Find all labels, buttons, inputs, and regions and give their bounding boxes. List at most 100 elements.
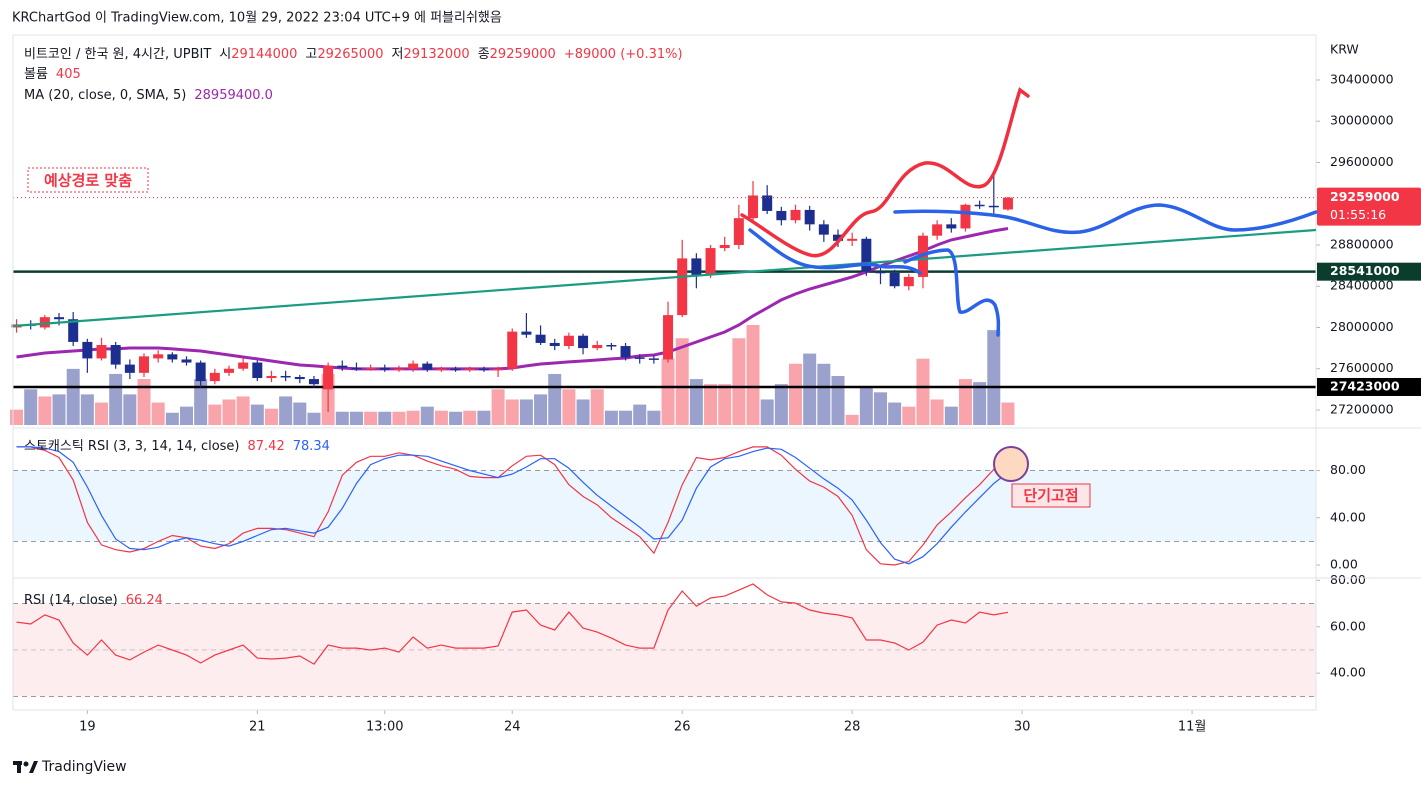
logo-part	[23, 761, 29, 767]
y-tick-label: 80.00	[1330, 462, 1366, 477]
indicator-title: RSI (14, close)	[24, 593, 118, 608]
candle-body	[733, 218, 744, 245]
y-tick-label: 0.00	[1330, 557, 1358, 572]
y-tick-label: 28400000	[1330, 278, 1394, 293]
volume-bar	[406, 410, 420, 425]
open-value: 29144000	[231, 47, 297, 62]
volume-bar	[165, 412, 179, 425]
candle-body	[1002, 197, 1013, 210]
volume-bar	[434, 410, 448, 425]
candle-body	[903, 276, 914, 287]
y-tick-label: 80.00	[1330, 572, 1366, 587]
volume-bar	[250, 404, 264, 425]
ma-label: MA (20, close, 0, SMA, 5)	[24, 88, 186, 103]
ohlc-label: 종	[478, 47, 490, 62]
annotation: 예상경로 맞춤	[44, 172, 132, 190]
rsi-value: 66.24	[126, 593, 163, 608]
last-price-label: 29259000	[1330, 189, 1400, 204]
y-tick-label: 30400000	[1330, 71, 1394, 86]
legend: 스토캐스틱 RSI (3, 3, 14, 14, close) 87.42 78.3…	[24, 439, 330, 454]
y-tick-label: 28800000	[1330, 236, 1394, 251]
candle-body	[804, 209, 815, 225]
indicator-line	[16, 446, 1009, 566]
volume-bar	[222, 399, 236, 425]
panes: 27200000 27600000 28000000 28400000 28800000…	[10, 71, 1421, 735]
volume-bar	[873, 392, 887, 425]
volume-bar	[179, 406, 193, 425]
candle-body	[110, 345, 121, 365]
volume-bar	[661, 358, 675, 425]
candle-body	[238, 362, 249, 369]
candle-body	[124, 364, 135, 373]
candle-body	[280, 375, 291, 378]
low-value: 29132000	[404, 47, 470, 62]
candle-body	[663, 315, 674, 360]
volume-bar	[746, 325, 760, 425]
level-label-box	[1317, 262, 1421, 281]
y-tick-label: 40.00	[1330, 509, 1366, 524]
y-tick-label: 28000000	[1330, 319, 1394, 334]
candle-body	[351, 367, 362, 370]
last-price-box	[1317, 187, 1421, 226]
x-tick-label: 30	[1014, 720, 1031, 735]
volume-bar	[689, 379, 703, 425]
volume-bar	[859, 387, 873, 425]
annotation-box	[1011, 483, 1091, 508]
candle-body	[648, 358, 659, 360]
candle-body	[974, 204, 985, 207]
volume-bar	[604, 410, 618, 425]
candle-body	[393, 368, 404, 371]
x-tick-label: 19	[79, 720, 96, 735]
candle-body	[762, 195, 773, 211]
candle-body	[507, 331, 518, 369]
drawn-path	[740, 87, 1030, 258]
x-tick-label: 11월	[1178, 720, 1207, 735]
candle-body	[195, 362, 206, 382]
candle-body	[252, 362, 263, 379]
volume-bar	[973, 382, 987, 425]
publish-text: KRChartGod 이 TradingView.com, 10월 29, 20…	[12, 10, 502, 26]
volume-bar	[888, 402, 902, 425]
candle-body	[308, 379, 319, 385]
volume-bar	[831, 376, 845, 425]
volume-bar	[619, 410, 633, 425]
candle-body	[677, 258, 688, 316]
volume-bar	[66, 368, 80, 425]
y-tick-label: 29600000	[1330, 154, 1394, 169]
candle-body	[705, 248, 716, 275]
candle-body	[365, 367, 376, 370]
y-tick-label: 40.00	[1330, 665, 1366, 680]
volume-bar	[38, 396, 52, 425]
volume-bar	[534, 394, 548, 425]
volume-bar	[10, 409, 24, 425]
volume-bar	[1001, 402, 1015, 425]
logo-part	[17, 761, 21, 773]
x-tick-label: 13:00	[366, 720, 403, 735]
y-tick-label: 27200000	[1330, 401, 1394, 416]
brand-logo	[13, 761, 38, 773]
currency-label: KRW	[1330, 42, 1359, 57]
legend: MA (20, close, 0, SMA, 5) 28959400.0	[24, 88, 273, 103]
legend: 비트코인 / 한국 원, 4시간, UPBIT 시29144000 고2926500…	[24, 47, 683, 62]
volume-bar	[562, 389, 576, 425]
volume-bar	[576, 399, 590, 425]
volume-bar	[364, 411, 378, 425]
indicator-line	[16, 446, 1009, 565]
volume-bar	[916, 358, 930, 425]
candle-body	[861, 238, 872, 272]
candle-body	[535, 334, 546, 343]
candle-body	[209, 372, 220, 382]
volume-bar	[958, 379, 972, 425]
volume-bar	[491, 389, 505, 425]
volume-bar	[123, 394, 137, 425]
volume-bar	[930, 399, 944, 425]
trend-line	[12, 228, 1317, 328]
candle-body	[592, 345, 603, 349]
volume-bar	[137, 379, 151, 425]
volume-bar	[236, 396, 250, 425]
drawn-path	[903, 248, 1001, 337]
candle-body	[153, 354, 164, 359]
candle-body	[748, 195, 759, 219]
candle-body	[54, 317, 65, 320]
